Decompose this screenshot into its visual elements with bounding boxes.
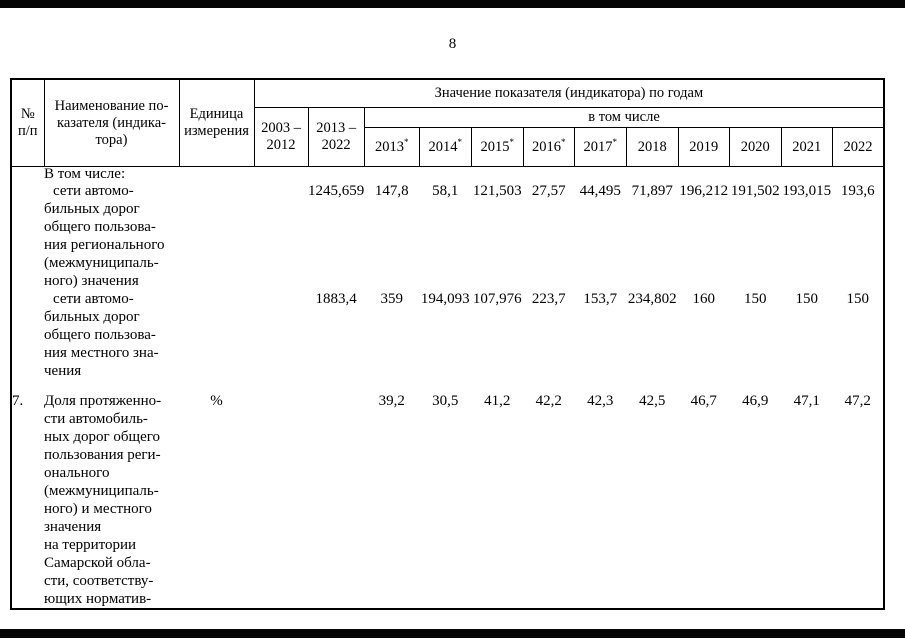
cell-value: 47,2	[844, 393, 871, 409]
cell-value: 71,897	[631, 183, 673, 199]
cell-value	[254, 290, 308, 380]
cell-value	[574, 167, 626, 183]
scan-edge-bottom	[0, 629, 905, 638]
table-row-local-roads: сети автомо- бильных дорог общего пользо…	[11, 290, 884, 380]
header-col-num: № п/п	[10, 78, 45, 167]
header-year-2019: 2019	[677, 127, 730, 167]
footnote-star: *	[612, 136, 618, 147]
header-year-2021: 2021	[780, 127, 833, 167]
cell-value: 58,1	[432, 183, 459, 199]
cell-value: 359	[380, 291, 404, 307]
table-row-7-share: 7. Доля протяженно- сти автомобиль- ных …	[11, 380, 884, 609]
cell-value: 194,093	[420, 291, 470, 307]
cell-name: В том числе:	[44, 166, 126, 182]
header-col-unit: Единица измерения	[178, 78, 255, 167]
cell-value: 150	[846, 291, 870, 307]
cell-num	[11, 182, 44, 290]
cell-value	[523, 167, 574, 183]
cell-value: 193,015	[782, 183, 832, 199]
table-row-including-label: В том числе:	[11, 167, 884, 183]
cell-value: 44,495	[579, 183, 621, 199]
header-year-2014: 2014*	[418, 127, 472, 167]
cell-value	[254, 167, 308, 183]
cell-value: 107,976	[472, 291, 522, 307]
cell-unit	[179, 290, 254, 380]
header-year-2020: 2020	[728, 127, 782, 167]
cell-value: 160	[692, 291, 716, 307]
cell-value: 153,7	[583, 291, 618, 307]
cell-value: 39,2	[378, 393, 405, 409]
cell-value	[678, 167, 729, 183]
cell-value: 196,212	[679, 183, 729, 199]
cell-value: 30,5	[432, 393, 459, 409]
cell-value: 223,7	[531, 291, 566, 307]
header-year-2018: 2018	[625, 127, 679, 167]
header-col-name: Наименование по- казателя (индика- тора)	[43, 78, 180, 167]
cell-value	[308, 167, 364, 183]
cell-unit	[179, 167, 254, 183]
cell-value: 150	[795, 291, 819, 307]
footnote-star: *	[404, 136, 409, 147]
cell-value	[308, 380, 364, 609]
header-year-2022: 2022	[831, 127, 885, 167]
cell-unit	[179, 182, 254, 290]
cell-name: Доля протяженно- сти автомобиль- ных дор…	[44, 393, 162, 607]
cell-value: 27,57	[531, 183, 566, 199]
cell-unit: %	[210, 393, 223, 409]
cell-value	[364, 167, 419, 183]
header-year-2015: 2015*	[470, 127, 524, 167]
cell-value	[781, 167, 832, 183]
cell-value	[254, 380, 308, 609]
cell-value: 42,2	[535, 393, 562, 409]
indicator-table: № п/п Наименование по- казателя (индика-…	[10, 78, 886, 610]
table-row-regional-roads: сети автомо- бильных дорог общего пользо…	[11, 182, 884, 290]
cell-value: 41,2	[484, 393, 511, 409]
cell-name: сети автомо- бильных дорог общего пользо…	[44, 183, 165, 289]
header-including: в том числе	[363, 107, 885, 128]
cell-value: 42,5	[639, 393, 666, 409]
cell-value: 150	[744, 291, 767, 307]
cell-value: 121,503	[472, 183, 522, 199]
scan-edge-top	[0, 0, 905, 8]
cell-value: 191,502	[730, 183, 780, 199]
cell-value: 42,3	[587, 393, 614, 409]
cell-value: 1245,659	[308, 183, 365, 199]
cell-value: 147,8	[374, 183, 409, 199]
header-period-2003-2012: 2003 – 2012	[253, 107, 309, 167]
cell-value	[471, 167, 523, 183]
cell-num	[11, 290, 44, 380]
cell-value: 193,6	[840, 183, 875, 199]
header-period-2013-2022: 2013 – 2022	[307, 107, 365, 167]
header-year-2017: 2017*	[573, 127, 627, 167]
footnote-star: *	[561, 136, 566, 147]
cell-value: 46,7	[690, 393, 717, 409]
footnote-star: *	[457, 136, 463, 147]
cell-value: 47,1	[793, 393, 820, 409]
cell-value	[254, 182, 308, 290]
cell-value	[419, 167, 471, 183]
cell-value	[626, 167, 678, 183]
cell-name: сети автомо- бильных дорог общего пользо…	[44, 291, 159, 379]
page-number: 8	[448, 36, 457, 52]
cell-num	[11, 167, 44, 183]
cell-value: 46,9	[742, 393, 769, 409]
footnote-star: *	[509, 136, 515, 147]
cell-value	[729, 167, 781, 183]
header-year-2016: 2016*	[522, 127, 575, 167]
header-values-by-year: Значение показателя (индикатора) по года…	[253, 78, 885, 108]
header-year-2013: 2013*	[363, 127, 420, 167]
cell-value	[832, 167, 884, 183]
cell-value: 1883,4	[315, 291, 357, 307]
cell-value: 234,802	[627, 291, 677, 307]
cell-num: 7.	[12, 393, 24, 409]
